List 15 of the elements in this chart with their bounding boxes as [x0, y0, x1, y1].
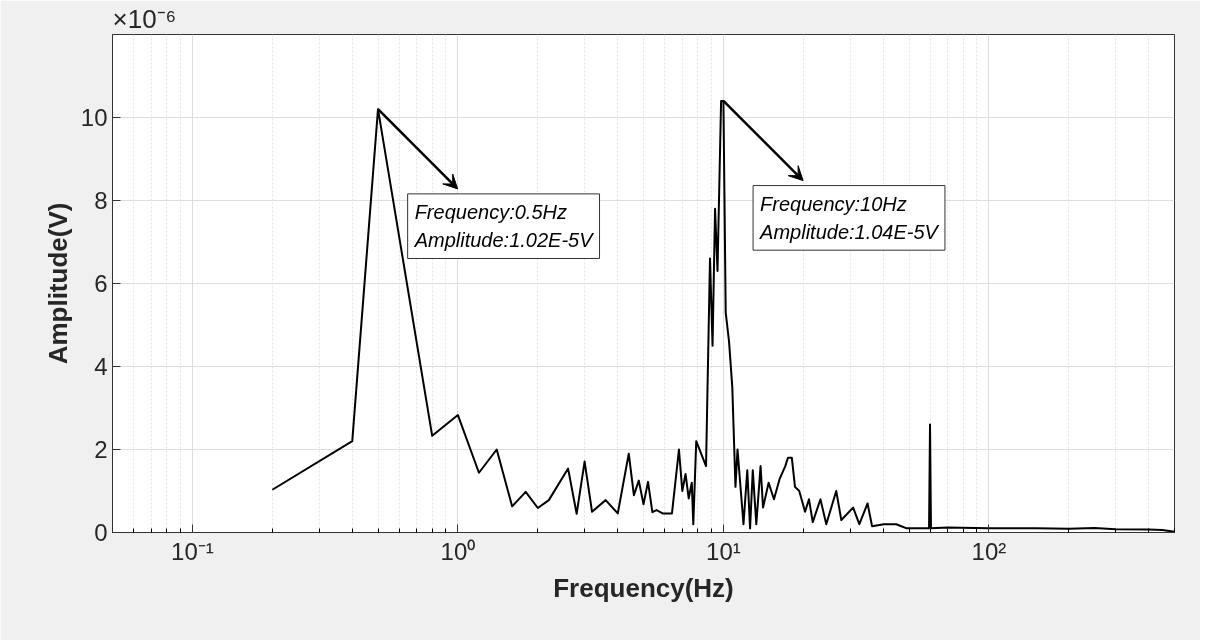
annotation: Frequency:10Hz Amplitude:1.04E-5V [759, 192, 940, 244]
x-tick-label: 10⁰ [440, 537, 476, 565]
x-axis-title: Frequency(Hz) [553, 572, 734, 603]
annotation: Frequency:0.5Hz Amplitude:1.02E-5V [413, 200, 595, 252]
y-axis-title: Amplitude(V) [42, 202, 73, 365]
y-tick-label: 4 [94, 353, 108, 380]
text: ×10⁻⁶ [112, 3, 177, 34]
y-tick-label: 8 [94, 187, 108, 214]
y-tick-label: 2 [94, 436, 108, 463]
y-tick-label: 10 [80, 104, 108, 131]
x-tick-label: 10² [971, 537, 1007, 565]
x-tick-label: 10⁻¹ [171, 537, 214, 565]
x-tick-label: 10¹ [706, 537, 741, 565]
y-tick-label: 0 [94, 519, 108, 546]
y-tick-label: 6 [94, 270, 108, 297]
